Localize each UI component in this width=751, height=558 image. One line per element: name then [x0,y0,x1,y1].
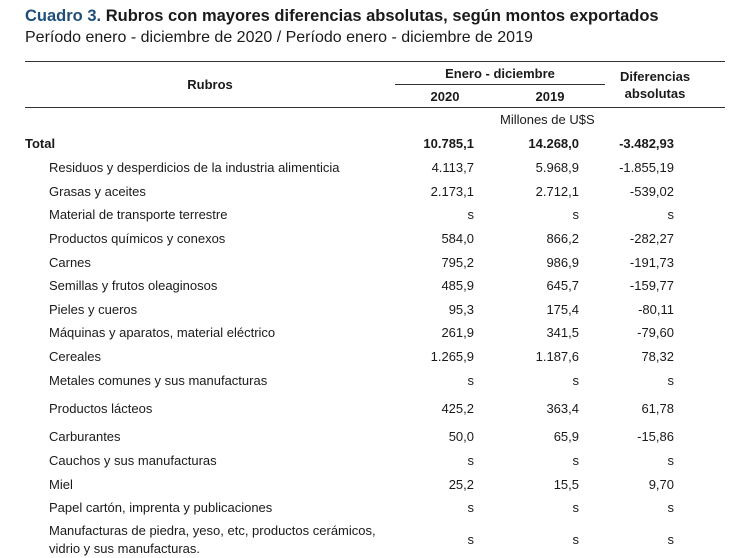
table-title-text: Rubros con mayores diferencias absolutas… [105,7,659,25]
value-diff: -3.482,93 [619,136,674,151]
value-2020: s [467,532,475,547]
value-diff: -159,77 [629,278,674,293]
row-label: Total [25,136,56,151]
header-period: Enero - diciembre [445,66,555,81]
row-label: Carnes [49,255,91,270]
value-2020: 4.113,7 [431,160,474,175]
value-2020: 10.785,1 [423,136,474,151]
value-2019: s [572,207,580,222]
table-row: Carnes 795,2 986,9 -191,73 [0,255,751,277]
table-row: Papel cartón, imprenta y publicaciones s s… [0,500,751,522]
value-2019: s [572,373,580,388]
table-row: Máquinas y aparatos, material eléctrico 2… [0,325,751,347]
value-diff: 61,78 [641,401,674,416]
value-2019: s [572,500,580,515]
value-2020: 425,2 [441,401,474,416]
value-diff: -191,73 [629,255,674,270]
value-2020: 485,9 [441,278,474,293]
header-diff-line2: absolutas [624,86,686,101]
table-row: Cauchos y sus manufacturas s s s [0,453,751,475]
table-row: Semillas y frutos oleaginosos 485,9 645,7 -… [0,278,751,300]
table-title: Cuadro 3. Rubros con mayores diferencias… [25,7,659,26]
row-label: Metales comunes y sus manufacturas [49,373,268,388]
value-2020: s [467,453,475,468]
value-diff: s [667,207,675,222]
value-diff: s [667,532,675,547]
value-2019: 15,5 [553,477,579,492]
value-2020: s [467,207,475,222]
value-2019: s [572,453,580,468]
value-2020: s [467,373,475,388]
value-2019: 363,4 [546,401,579,416]
value-2019: 5.968,9 [535,160,579,175]
row-label: Residuos y desperdicios de la industria … [49,160,340,175]
row-label: Material de transporte terrestre [49,207,228,222]
units-label: Millones de U$S [500,112,595,127]
row-label: Papel cartón, imprenta y publicaciones [49,500,273,515]
row-label: Grasas y aceites [49,184,146,199]
value-diff: 78,32 [641,349,674,364]
value-diff: -539,02 [629,184,674,199]
value-2019: 175,4 [546,302,579,317]
row-label: Cauchos y sus manufacturas [49,453,217,468]
table-row: Metales comunes y sus manufacturas s s s [0,373,751,395]
table-row: Grasas y aceites 2.173,1 2.712,1 -539,02 [0,184,751,206]
value-2019: 866,2 [546,231,579,246]
value-2020: 25,2 [448,477,474,492]
row-label: Semillas y frutos oleaginosos [49,278,218,293]
value-2020: 584,0 [441,231,474,246]
table-row: Productos lácteos 425,2 363,4 61,78 [0,401,751,423]
row-label: Miel [49,477,73,492]
value-diff: 9,70 [648,477,674,492]
top-rule [25,61,725,62]
header-diff-line1: Diferencias [619,69,691,84]
table-row: Manufacturas de piedra, yeso, etc, produ… [0,522,751,556]
total-row: Total 10.785,1 14.268,0 -3.482,93 [0,136,751,158]
value-diff: s [667,453,675,468]
row-label: Productos lácteos [49,401,153,416]
value-2019: 2.712,1 [535,184,579,199]
value-diff: -15,86 [637,429,674,444]
header-bottom-rule [25,107,725,108]
value-2019: 645,7 [546,278,579,293]
table-row: Pieles y cueros 95,3 175,4 -80,11 [0,302,751,324]
row-label: Cereales [49,349,102,364]
value-diff: s [667,373,675,388]
value-2020: 95,3 [448,302,474,317]
table-row: Productos químicos y conexos 584,0 866,2 -2… [0,231,751,253]
row-label: Pieles y cueros [49,302,138,317]
value-2020: s [467,500,475,515]
value-2019: 14.268,0 [528,136,579,151]
table-row: Cereales 1.265,9 1.187,6 78,32 [0,349,751,371]
table-number: Cuadro 3. [25,7,102,25]
table-row: Carburantes 50,0 65,9 -15,86 [0,429,751,451]
table-subtitle: Período enero - diciembre de 2020 / Perí… [25,29,533,46]
value-diff: -79,60 [637,325,674,340]
value-2020: 2.173,1 [430,184,474,199]
value-diff: -80,11 [638,302,674,317]
value-diff: s [667,500,675,515]
value-2020: 261,9 [441,325,474,340]
header-rubros: Rubros [187,77,233,92]
row-label: Productos químicos y conexos [49,231,226,246]
period-rule [395,84,605,85]
table-row: Residuos y desperdicios de la industria … [0,160,751,182]
table-row: Miel 25,2 15,5 9,70 [0,477,751,499]
row-label: Máquinas y aparatos, material eléctrico [49,325,276,340]
value-2019: 341,5 [546,325,579,340]
value-diff: -282,27 [629,231,674,246]
header-year-2019: 2019 [535,89,565,104]
value-2019: 986,9 [546,255,579,270]
value-2020: 795,2 [441,255,474,270]
header-year-2020: 2020 [430,89,460,104]
value-2020: 1.265,9 [430,349,474,364]
value-2019: 65,9 [553,429,579,444]
row-label: Carburantes [49,429,121,444]
value-2019: 1.187,6 [535,349,579,364]
value-diff: -1.855,19 [619,160,674,175]
table-row: Material de transporte terrestre s s s [0,207,751,229]
value-2019: s [572,532,580,547]
value-2020: 50,0 [448,429,474,444]
row-label: Manufacturas de piedra, yeso, etc, produ… [49,523,376,556]
